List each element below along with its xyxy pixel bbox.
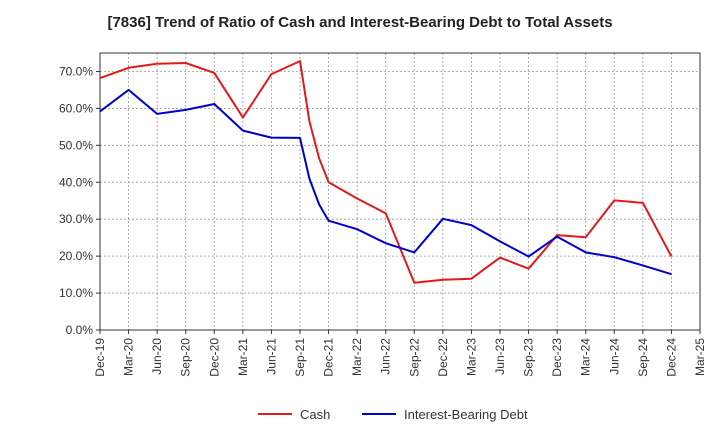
legend-label: Cash	[300, 407, 330, 422]
series-line-interest-bearing-debt	[99, 88, 672, 276]
x-tick-label: Dec-24	[664, 338, 678, 377]
plot-border	[99, 52, 701, 331]
x-tick-label: Mar-24	[579, 338, 593, 376]
x-tick-label: Mar-21	[236, 338, 250, 376]
legend-label: Interest-Bearing Debt	[404, 407, 528, 422]
x-tick-label: Sep-23	[522, 338, 536, 377]
y-tick-label: 10.0%	[59, 286, 93, 300]
x-tick-label: Jun-24	[607, 338, 621, 375]
y-tick-label: 30.0%	[59, 212, 93, 226]
x-tick-label: Sep-21	[293, 338, 307, 377]
y-tick-label: 60.0%	[59, 101, 93, 115]
x-tick-label: Mar-23	[464, 338, 478, 376]
x-tick-label: Sep-20	[179, 338, 193, 377]
x-tick-label: Jun-21	[264, 338, 278, 375]
x-tick-label: Sep-22	[407, 338, 421, 377]
x-tick-label: Sep-24	[636, 338, 650, 377]
x-tick-label: Dec-22	[436, 338, 450, 377]
y-tick-label: 40.0%	[59, 175, 93, 189]
y-tick-label: 50.0%	[59, 138, 93, 152]
x-tick-label: Jun-20	[150, 338, 164, 375]
x-tick-label: Jun-23	[493, 338, 507, 375]
x-tick-label: Mar-25	[693, 338, 707, 376]
y-tick-label: 70.0%	[59, 64, 93, 78]
x-tick-label: Dec-19	[93, 338, 107, 377]
y-tick-label: 20.0%	[59, 249, 93, 263]
y-tick-label: 0.0%	[66, 323, 94, 337]
chart-title: [7836] Trend of Ratio of Cash and Intere…	[107, 14, 613, 31]
x-tick-label: Dec-21	[322, 338, 336, 377]
x-tick-label: Mar-20	[122, 338, 136, 376]
series-line-cash	[99, 60, 673, 284]
x-tick-label: Mar-22	[350, 338, 364, 376]
x-tick-label: Dec-20	[207, 338, 221, 377]
x-tick-label: Dec-23	[550, 338, 564, 377]
x-tick-label: Jun-22	[379, 338, 393, 375]
plot-area	[100, 53, 700, 330]
